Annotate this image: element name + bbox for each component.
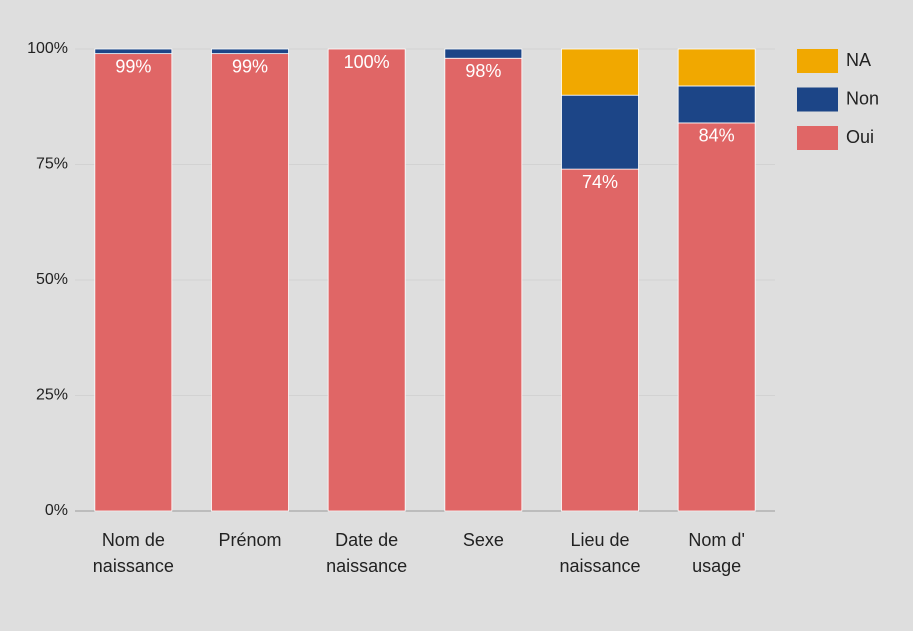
legend-label: Non — [846, 88, 879, 108]
y-tick-label: 100% — [27, 40, 68, 57]
bar-segment — [677, 122, 756, 512]
x-tick-label: Prénom — [218, 530, 282, 550]
bar-segment — [94, 48, 173, 55]
bar-segment — [561, 168, 639, 512]
x-tick-label: Sexe — [462, 530, 504, 550]
y-tick-label: 25% — [36, 387, 68, 404]
value-label: 100% — [344, 52, 390, 72]
bar-segment — [561, 48, 639, 96]
legend-swatch — [797, 49, 838, 73]
bar-segment — [211, 48, 289, 55]
value-label: 99% — [232, 56, 268, 76]
bar-segment — [677, 85, 756, 124]
bar-segment — [211, 53, 289, 512]
value-label: 74% — [582, 172, 618, 192]
y-tick-label: 50% — [36, 271, 68, 288]
legend-swatch — [797, 87, 838, 112]
y-tick-label: 75% — [36, 156, 68, 173]
legend-label: Oui — [846, 127, 874, 147]
bar-segment — [94, 53, 173, 512]
x-tick-label: Date de naissance — [326, 530, 408, 576]
x-tick-label: Nom d' usage — [688, 530, 745, 576]
value-label: 84% — [699, 126, 735, 146]
legend-label: NA — [846, 50, 871, 70]
bar-segment — [444, 57, 523, 512]
value-label: 98% — [465, 61, 501, 81]
bar-segment — [327, 48, 406, 512]
x-tick-label: Nom de naissance — [92, 530, 174, 576]
bar-segment — [444, 48, 523, 59]
value-label: 99% — [115, 56, 151, 76]
bar-segment — [677, 48, 756, 87]
x-tick-label: Lieu de naissance — [559, 530, 641, 576]
y-tick-label: 0% — [45, 502, 68, 519]
legend-swatch — [797, 126, 838, 150]
bar-segment — [561, 94, 639, 170]
